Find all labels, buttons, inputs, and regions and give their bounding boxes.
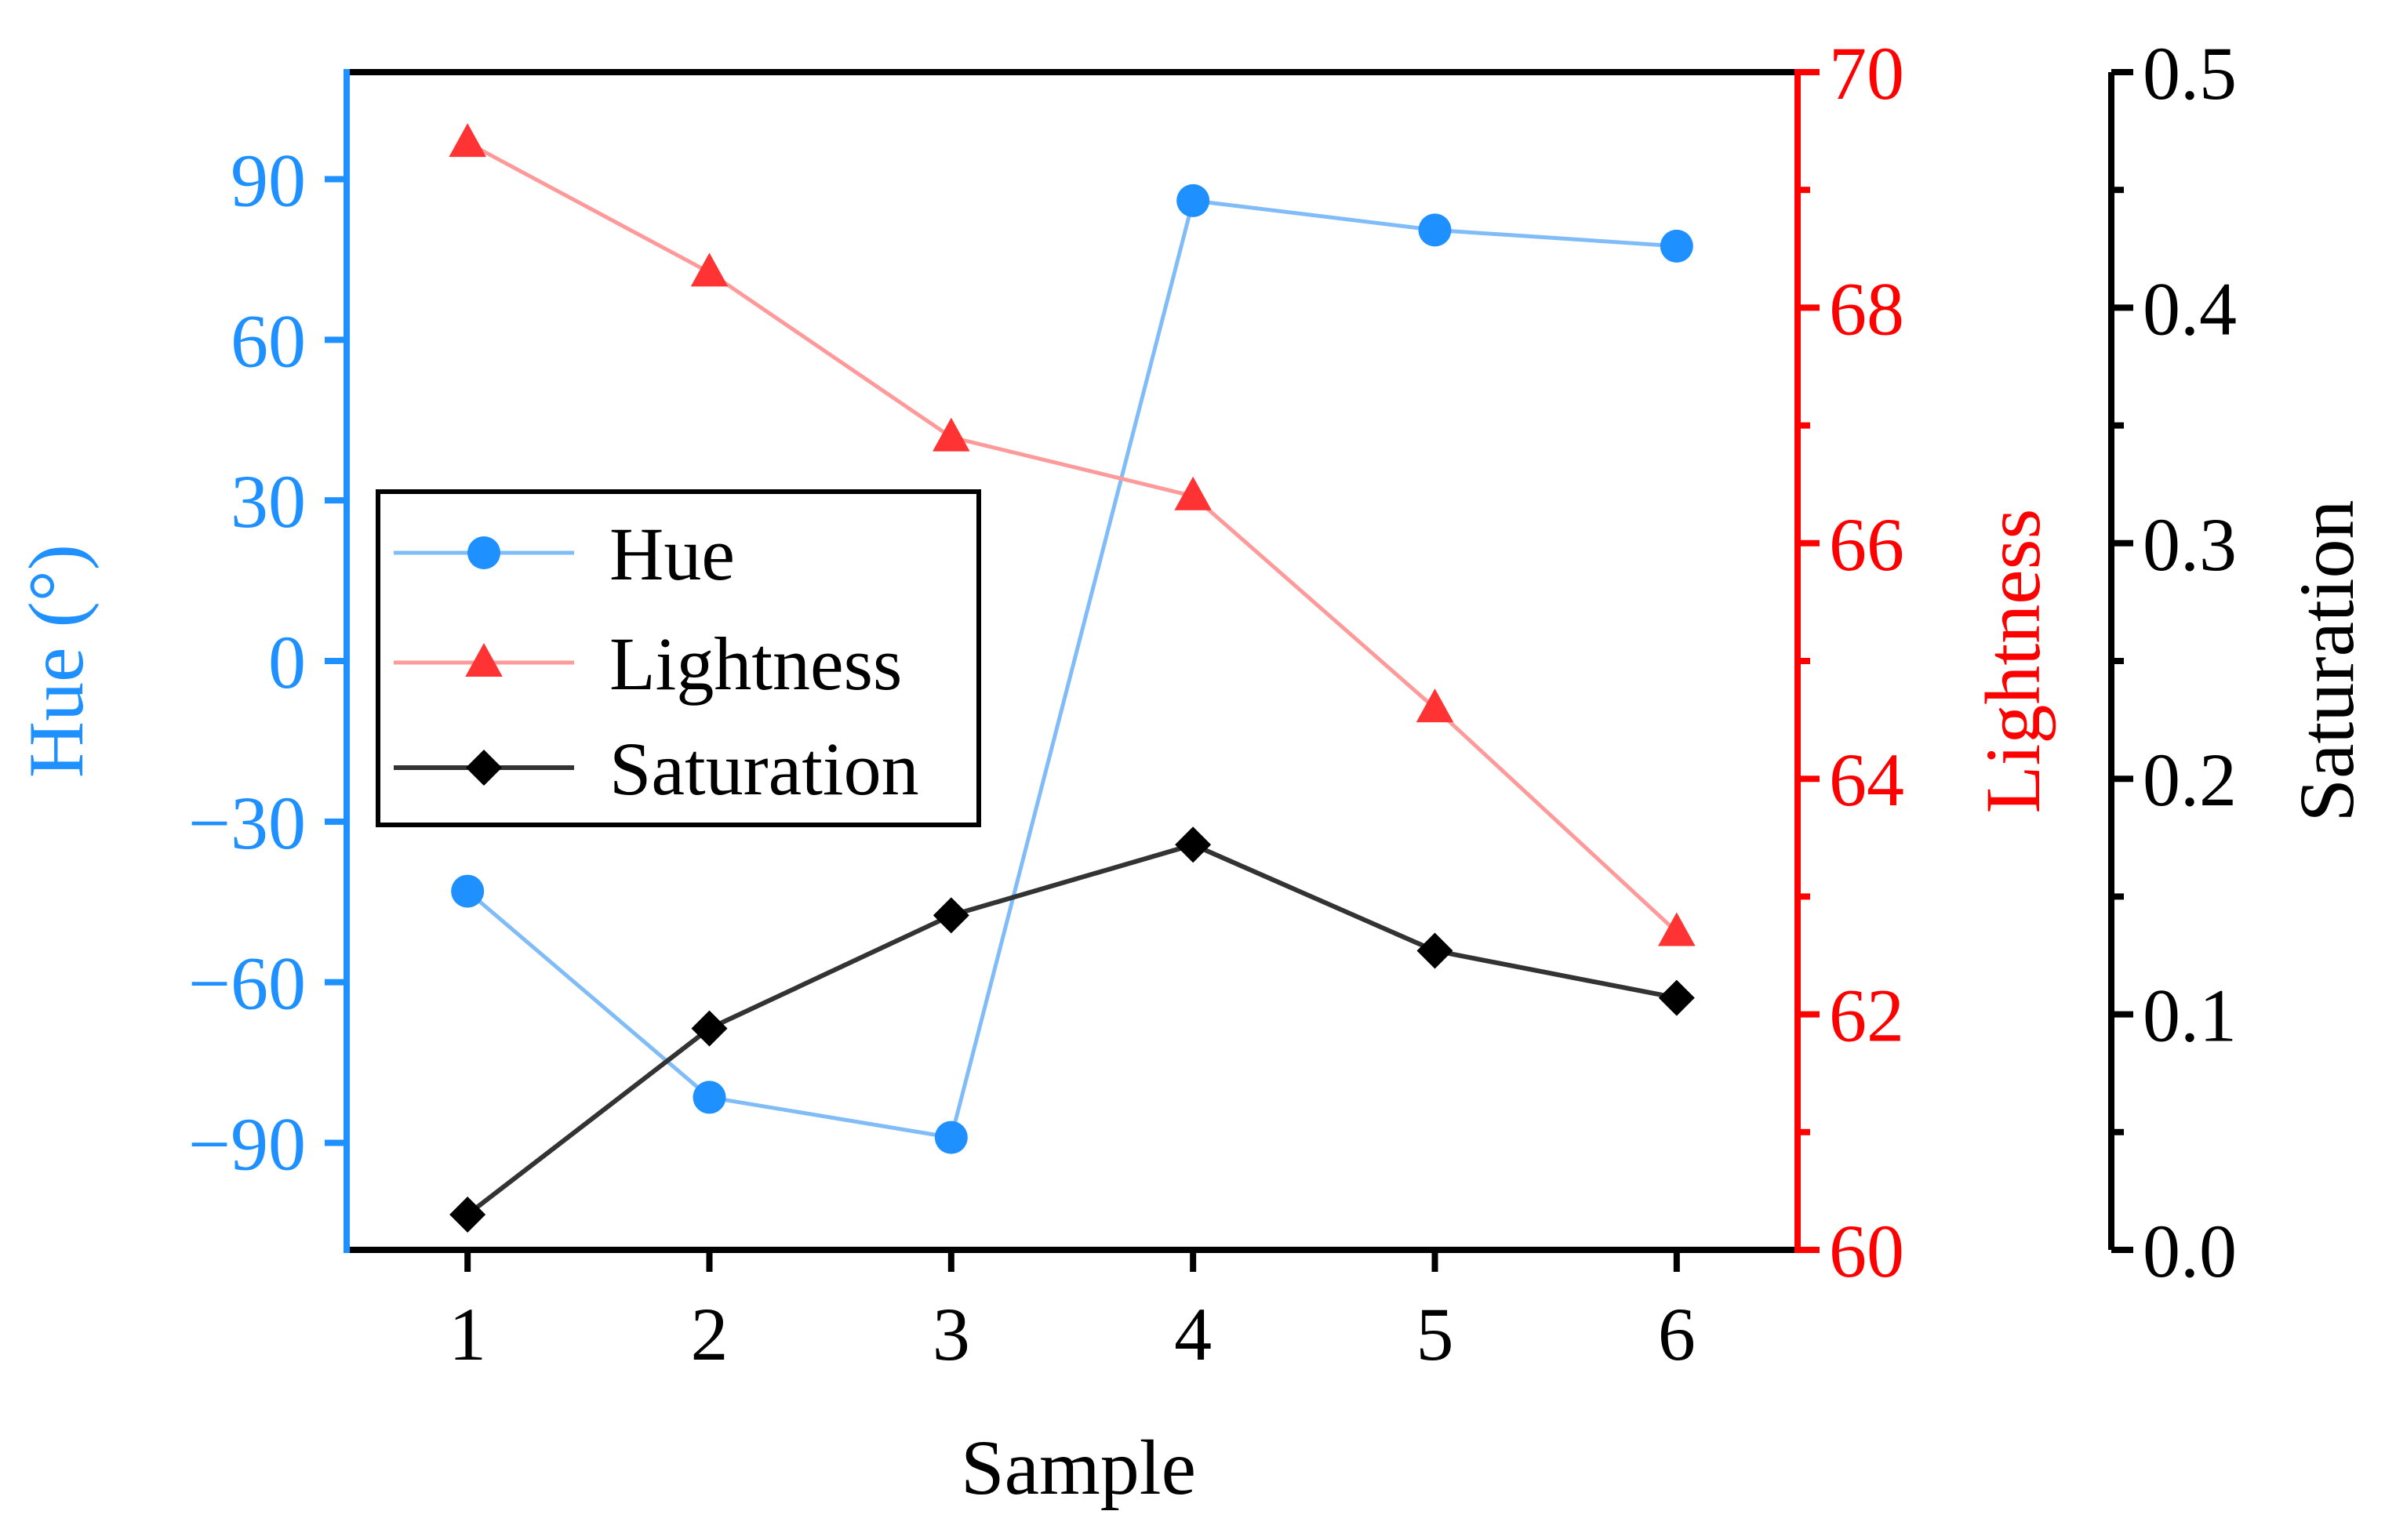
lightness-point xyxy=(690,252,729,287)
lightness-point xyxy=(933,417,970,452)
hue-tick-label: 0 xyxy=(268,620,306,704)
x-tick-label: 6 xyxy=(1658,1292,1696,1376)
x-tick-label: 4 xyxy=(1174,1292,1212,1376)
lightness-tick-label: 60 xyxy=(1829,1209,1904,1293)
lightness-point xyxy=(1658,912,1696,946)
x-tick-label: 1 xyxy=(449,1292,486,1376)
saturation-tick-label: 0.0 xyxy=(2143,1209,2237,1293)
legend-saturation-label: Saturation xyxy=(609,727,919,811)
x-tick-label: 3 xyxy=(933,1292,970,1376)
legend-lightness-label: Lightness xyxy=(609,622,902,706)
saturation-point xyxy=(449,1196,486,1233)
legend: Hue Lightness Saturation xyxy=(376,489,981,827)
lightness-point xyxy=(449,123,486,158)
lightness-tick-label: 68 xyxy=(1829,267,1904,350)
saturation-point xyxy=(933,897,969,934)
saturation-point xyxy=(1416,932,1453,969)
saturation-point xyxy=(1658,979,1695,1016)
hue-point xyxy=(451,874,485,908)
legend-saturation-marker xyxy=(466,750,502,786)
x-tick-label: 5 xyxy=(1416,1292,1454,1376)
hue-tick-label: −60 xyxy=(188,942,306,1026)
x-axis-title: Sample xyxy=(961,1424,1196,1511)
saturation-tick-label: 0.4 xyxy=(2143,267,2237,350)
saturation-point xyxy=(691,1010,728,1047)
legend-hue-marker xyxy=(467,536,500,569)
lightness-point xyxy=(1416,688,1454,723)
hue-tick-label: 90 xyxy=(231,139,306,223)
hue-tick-label: 60 xyxy=(231,299,306,383)
x-tick-label: 2 xyxy=(691,1292,729,1376)
saturation-series-line xyxy=(466,842,1678,1217)
lightness-tick-label: 64 xyxy=(1829,738,1904,822)
lightness-tick-label: 70 xyxy=(1829,31,1904,115)
hue-axis-title: Hue (°) xyxy=(13,544,100,778)
hue-point xyxy=(1176,183,1210,217)
saturation-tick-label: 0.1 xyxy=(2143,974,2237,1058)
hue-point xyxy=(934,1120,968,1154)
lightness-series-line xyxy=(466,140,1678,934)
hue-tick-label: 30 xyxy=(231,459,306,543)
lightness-tick-label: 62 xyxy=(1829,974,1904,1058)
series-markers-layer xyxy=(449,123,1696,1233)
saturation-tick-label: 0.5 xyxy=(2143,31,2237,115)
hue-tick-label: −90 xyxy=(188,1102,306,1186)
saturation-point xyxy=(1175,826,1212,863)
hue-point xyxy=(1660,229,1693,263)
lightness-axis-title: Lightness xyxy=(1969,509,2056,814)
legend-hue-label: Hue xyxy=(609,512,735,596)
lightness-tick-label: 66 xyxy=(1829,503,1904,587)
saturation-tick-label: 0.3 xyxy=(2143,503,2237,587)
hue-tick-label: −30 xyxy=(188,781,306,865)
saturation-axis-title: Saturation xyxy=(2283,499,2370,822)
hue-point xyxy=(1418,213,1452,247)
axes-layer: 1 2 3 4 5 6 Sample −90 −60 −30 0 30 60 90 Hue (°) 60 62 6… xyxy=(13,31,2370,1511)
saturation-tick-label: 0.2 xyxy=(2143,738,2237,822)
hue-point xyxy=(693,1081,726,1114)
lightness-point xyxy=(1174,476,1212,510)
hue-series-line xyxy=(466,198,1677,1140)
legend-lightness-marker xyxy=(465,643,503,677)
series-lines-layer xyxy=(466,140,1678,1217)
